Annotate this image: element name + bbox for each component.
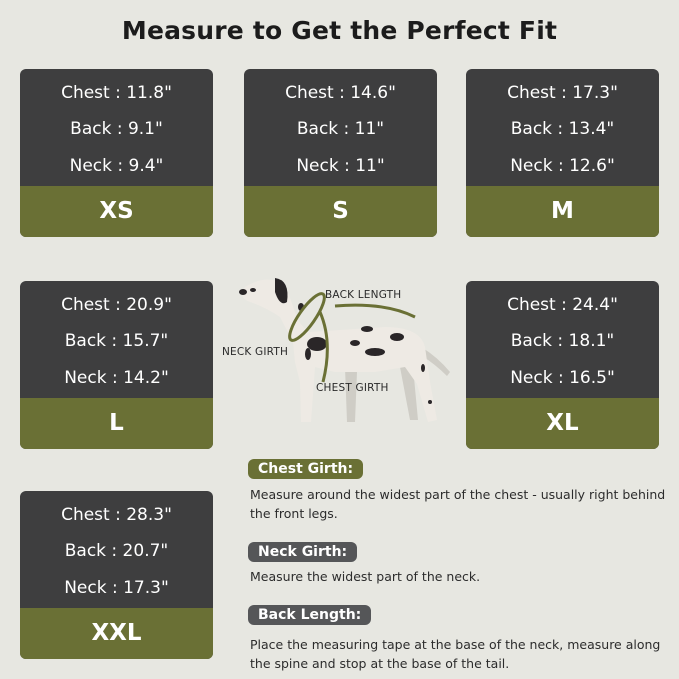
neck-measurement: Neck : 12.6" — [510, 156, 615, 176]
size-label: S — [244, 186, 437, 237]
chest-measurement: Chest : 28.3" — [61, 505, 172, 525]
back-measurement: Back : 13.4" — [510, 119, 615, 139]
size-card-s: Chest : 14.6" Back : 11" Neck : 11" S — [244, 69, 437, 237]
chest-measurement: Chest : 17.3" — [507, 83, 618, 103]
neck-girth-text: Measure the widest part of the neck. — [250, 569, 481, 584]
neck-girth-badge: Neck Girth: — [248, 542, 358, 562]
size-label: XXL — [20, 608, 213, 659]
chest-measurement: Chest : 20.9" — [61, 295, 172, 315]
size-label: L — [20, 398, 213, 449]
chest-measurement: Chest : 24.4" — [507, 295, 618, 315]
neck-measurement: Neck : 14.2" — [64, 368, 169, 388]
neck-measurement: Neck : 11" — [296, 156, 385, 176]
neck-measurement: Neck : 17.3" — [64, 578, 169, 598]
size-label: XS — [20, 186, 213, 237]
chest-girth-text: Measure around the widest part of the ch… — [250, 487, 666, 521]
size-card-xxl: Chest : 28.3" Back : 20.7" Neck : 17.3" … — [20, 491, 213, 659]
page-title: Measure to Get the Perfect Fit — [121, 16, 558, 45]
measure-lines — [288, 292, 416, 383]
neck-measurement: Neck : 9.4" — [69, 156, 164, 176]
dog-body — [241, 279, 437, 422]
size-label: M — [466, 186, 659, 237]
size-card-m: Chest : 17.3" Back : 13.4" Neck : 12.6" … — [466, 69, 659, 237]
chest-girth-label: CHEST GIRTH — [316, 382, 389, 394]
size-card-xs: Chest : 11.8" Back : 9.1" Neck : 9.4" XS — [20, 69, 213, 237]
back-measurement: Back : 18.1" — [510, 331, 615, 351]
back-measurement: Back : 11" — [296, 119, 385, 139]
back-length-label: BACK LENGTH — [325, 289, 402, 301]
chest-girth-badge: Chest Girth: — [248, 459, 364, 479]
chest-measurement: Chest : 11.8" — [61, 83, 172, 103]
dog-spots — [239, 278, 432, 404]
back-measurement: Back : 20.7" — [64, 541, 169, 561]
back-measurement: Back : 15.7" — [64, 331, 169, 351]
size-card-xl: Chest : 24.4" Back : 18.1" Neck : 16.5" … — [466, 281, 659, 449]
back-measurement: Back : 9.1" — [70, 119, 163, 139]
back-length-badge: Back Length: — [248, 605, 372, 625]
neck-measurement: Neck : 16.5" — [510, 368, 615, 388]
dalmatian-illustration — [239, 278, 450, 422]
size-card-l: Chest : 20.9" Back : 15.7" Neck : 14.2" … — [20, 281, 213, 449]
neck-girth-label: NECK GIRTH — [222, 346, 289, 358]
back-length-text: Place the measuring tape at the base of … — [250, 637, 661, 671]
size-label: XL — [466, 398, 659, 449]
chest-measurement: Chest : 14.6" — [285, 83, 396, 103]
